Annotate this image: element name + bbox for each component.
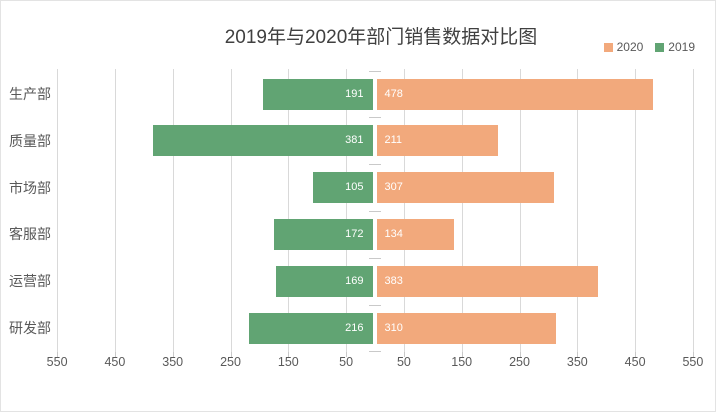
- legend-item-2019: 2019: [655, 40, 695, 54]
- gridline: [519, 69, 521, 352]
- bar-value-2020: 478: [384, 87, 403, 100]
- gridline: [346, 69, 348, 352]
- gridline: [230, 69, 232, 352]
- bar-2019: [274, 218, 374, 250]
- bar-value-2020: 383: [384, 274, 403, 287]
- gridline: [57, 69, 59, 352]
- gridline: [635, 69, 637, 352]
- axis-tick: [461, 352, 463, 357]
- category-label: 研发部: [9, 320, 51, 336]
- bar-value-2020: 134: [384, 227, 403, 240]
- axis-tick: [692, 352, 694, 357]
- category-label: 市场部: [9, 179, 51, 196]
- category-axis-tick: [369, 117, 381, 119]
- x-tick-label: 50: [396, 355, 411, 369]
- x-tick-label: 250: [509, 355, 530, 369]
- category-axis-tick: [369, 257, 381, 259]
- category-axis-tick: [369, 304, 381, 306]
- gridline: [288, 69, 290, 352]
- x-tick-label: 150: [451, 355, 473, 369]
- bar-2020: [376, 172, 554, 204]
- legend: 2020 2019: [603, 40, 695, 54]
- category-axis-tick: [369, 70, 381, 72]
- gridline: [114, 69, 116, 352]
- gridline: [172, 69, 174, 352]
- x-tick-label: 50: [339, 355, 354, 369]
- category-label: 客服部: [9, 226, 51, 243]
- legend-swatch-2020: [603, 42, 613, 52]
- legend-swatch-2019: [655, 42, 665, 52]
- axis-tick: [172, 352, 174, 357]
- bar-value-2020: 307: [384, 181, 403, 194]
- gridline: [403, 69, 405, 352]
- bar-2020: [376, 125, 499, 157]
- category-label: 生产部: [9, 86, 51, 102]
- legend-label-2019: 2019: [668, 40, 695, 54]
- category-axis-tick: [369, 164, 381, 166]
- chart-title: 2019年与2020年部门销售数据对比图: [224, 27, 538, 48]
- bar-2019: [312, 172, 374, 204]
- gridline: [461, 69, 463, 352]
- bar-value-2019: 169: [345, 274, 364, 287]
- category-axis-tick: [369, 351, 381, 353]
- bar-2020: [376, 265, 598, 297]
- bar-2019: [248, 312, 374, 344]
- x-tick-label: 350: [566, 355, 588, 369]
- bar-2020: [376, 312, 556, 344]
- axis-tick: [346, 352, 348, 357]
- category-label: 运营部: [9, 273, 51, 290]
- gridline: [577, 69, 579, 352]
- category-label: 质量部: [9, 132, 51, 149]
- bar-value-2020: 310: [384, 321, 403, 334]
- category-axis-tick: [369, 211, 381, 212]
- legend-label-2020: 2020: [616, 40, 644, 54]
- x-tick-label: 350: [162, 355, 184, 369]
- x-tick-label: 550: [682, 355, 704, 369]
- axis-tick: [230, 352, 232, 357]
- x-tick-label: 550: [46, 355, 68, 369]
- legend-item-2020: 2020: [603, 40, 644, 54]
- axis-tick: [57, 352, 59, 357]
- bar-2019: [275, 265, 374, 297]
- axis-tick: [519, 352, 521, 357]
- bar-value-2019: 191: [345, 87, 364, 100]
- gridline: [692, 69, 694, 352]
- axis-tick: [635, 352, 637, 357]
- bar-value-2019: 172: [345, 227, 364, 240]
- x-tick-label: 250: [220, 355, 241, 369]
- axis-tick: [114, 352, 116, 357]
- bar-2020: [376, 218, 454, 250]
- bar-2020: [376, 78, 653, 110]
- bar-2019: [153, 125, 374, 157]
- x-tick-label: 450: [104, 355, 126, 369]
- axis-tick: [288, 352, 290, 357]
- x-tick-label: 450: [624, 355, 646, 369]
- bar-value-2020: 211: [384, 134, 403, 147]
- axis-tick: [577, 352, 579, 357]
- bar-value-2019: 381: [345, 134, 364, 147]
- x-tick-label: 150: [277, 355, 299, 369]
- bar-2019: [263, 78, 374, 110]
- bar-value-2019: 216: [345, 321, 364, 334]
- axis-tick: [403, 352, 405, 357]
- bar-value-2019: 105: [345, 181, 364, 194]
